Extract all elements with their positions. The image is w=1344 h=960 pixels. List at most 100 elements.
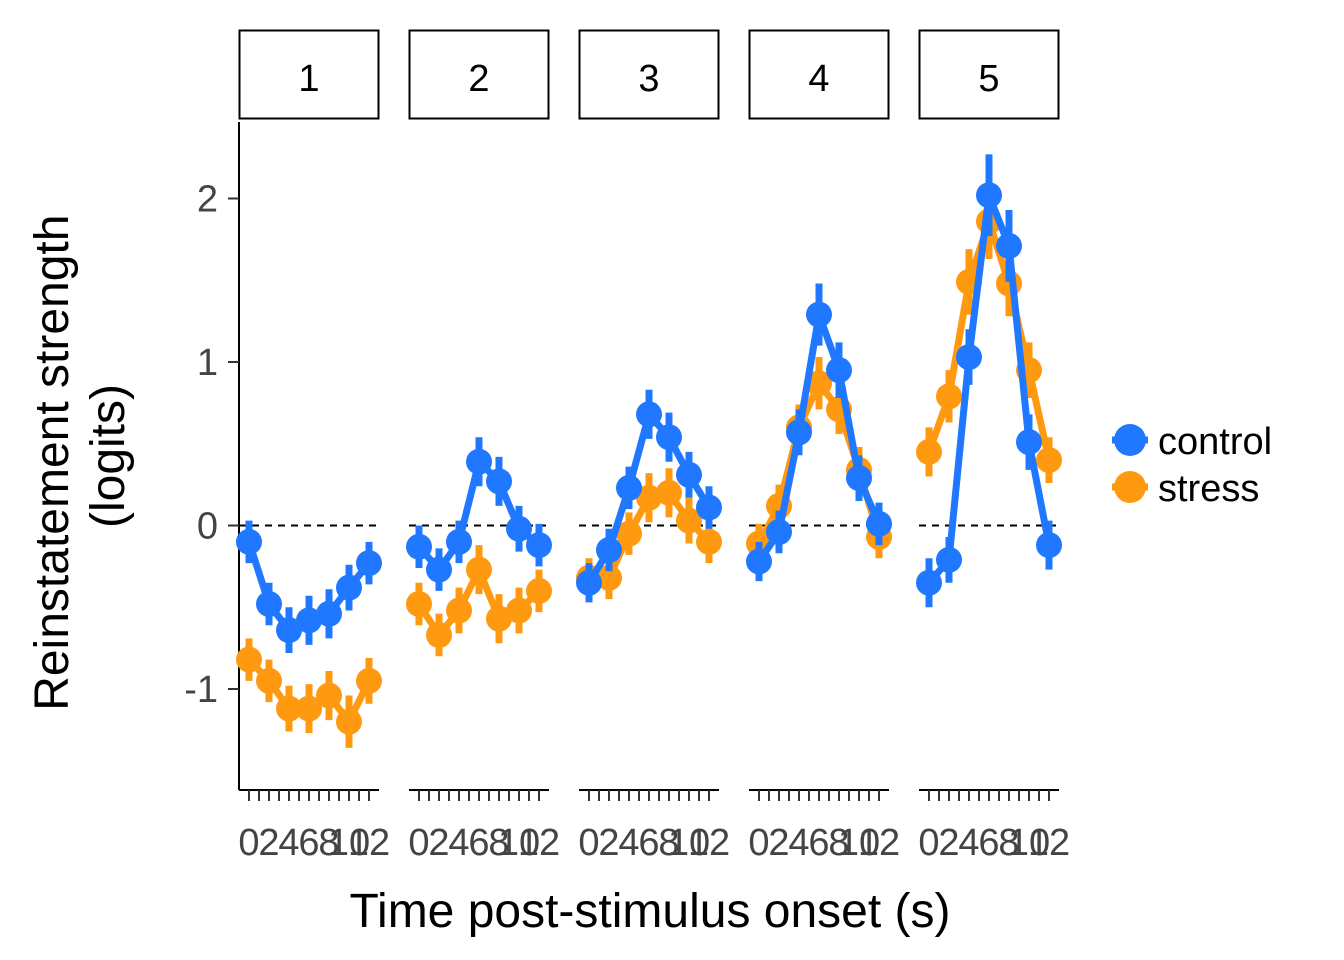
x-tick-label: 2	[768, 822, 789, 864]
x-tick-label: 12	[348, 822, 390, 864]
x-tick-label: 6	[808, 822, 829, 864]
x-tick-label: 6	[468, 822, 489, 864]
data-point-stress	[526, 577, 552, 604]
y-axis-title-line-2: (logits)	[82, 384, 135, 528]
facet-panel-2	[406, 437, 552, 657]
x-tick-label: 6	[638, 822, 659, 864]
facet-strip-label-3: 3	[638, 58, 659, 100]
facet-strip-label-2: 2	[468, 58, 489, 100]
x-tick-label: 12	[1028, 822, 1070, 864]
x-tick-label: 2	[428, 822, 449, 864]
data-point-control	[746, 548, 772, 575]
x-tick-label: 0	[748, 822, 769, 864]
data-point-stress	[806, 370, 832, 397]
data-point-control	[1036, 532, 1062, 559]
facet-strip-label-4: 4	[808, 58, 829, 100]
data-point-stress	[936, 383, 962, 410]
facet-panel-4	[746, 283, 892, 582]
data-point-control	[446, 528, 472, 555]
data-point-stress	[676, 507, 702, 534]
x-tick-label: 4	[278, 822, 299, 864]
data-point-control	[956, 344, 982, 371]
data-point-control	[786, 419, 812, 446]
y-tick-label: 1	[197, 342, 218, 384]
data-point-control	[616, 474, 642, 501]
y-tick-label: 0	[197, 506, 218, 548]
data-point-stress	[636, 484, 662, 511]
facet-panel-5	[916, 154, 1062, 608]
data-point-control	[596, 537, 622, 564]
data-point-stress	[276, 695, 302, 722]
legend-key-dot-control	[1114, 424, 1146, 456]
x-tick-label: 8	[998, 822, 1019, 864]
data-point-control	[486, 468, 512, 495]
data-point-stress	[506, 597, 532, 624]
data-point-control	[276, 617, 302, 644]
x-tick-label: 8	[828, 822, 849, 864]
data-point-control	[826, 357, 852, 384]
x-tick-label: 4	[788, 822, 809, 864]
data-point-stress	[616, 520, 642, 547]
y-tick-label: -1	[184, 669, 218, 711]
x-tick-label: 6	[978, 822, 999, 864]
x-tick-label: 0	[408, 822, 429, 864]
data-point-stress	[356, 667, 382, 694]
facet-panel-3	[576, 389, 722, 603]
data-point-control	[256, 590, 282, 617]
legend-label-stress: stress	[1158, 468, 1259, 510]
data-point-stress	[296, 695, 322, 722]
data-point-control	[636, 401, 662, 428]
data-point-control	[916, 569, 942, 596]
x-axis-title: Time post-stimulus onset (s)	[349, 885, 950, 938]
data-point-control	[356, 550, 382, 577]
data-point-control	[1016, 429, 1042, 456]
facet-strip-5	[918, 29, 1060, 120]
facet-strip-1	[238, 29, 380, 120]
data-point-control	[336, 574, 362, 601]
data-point-stress	[656, 479, 682, 506]
x-tick-label: 4	[958, 822, 979, 864]
x-tick-label: 8	[658, 822, 679, 864]
data-point-control	[506, 515, 532, 542]
x-tick-label: 2	[258, 822, 279, 864]
data-point-control	[866, 510, 892, 537]
x-tick-label: 10	[1008, 822, 1050, 864]
data-point-stress	[426, 622, 452, 649]
y-tick-label: 2	[197, 179, 218, 221]
legend: control stress	[1112, 421, 1272, 510]
data-point-control	[846, 465, 872, 492]
data-point-control	[466, 448, 492, 475]
data-point-stress	[336, 708, 362, 735]
x-tick-label: 6	[298, 822, 319, 864]
x-tick-label: 12	[858, 822, 900, 864]
data-point-control	[296, 607, 322, 634]
data-point-stress	[486, 605, 512, 632]
data-point-control	[656, 424, 682, 451]
data-point-control	[406, 533, 432, 560]
facet-strip-label-5: 5	[978, 58, 999, 100]
data-point-control	[976, 182, 1002, 209]
x-tick-label: 12	[518, 822, 560, 864]
x-tick-label: 4	[448, 822, 469, 864]
x-tick-label: 10	[838, 822, 880, 864]
x-tick-label: 10	[668, 822, 710, 864]
data-point-control	[576, 569, 602, 596]
data-point-control	[766, 519, 792, 546]
x-tick-label: 8	[488, 822, 509, 864]
facet-strip-3	[578, 29, 720, 120]
data-point-control	[996, 232, 1022, 259]
y-axis-title-line-1: Reinstatement strength	[26, 215, 79, 711]
x-tick-label: 10	[328, 822, 370, 864]
data-point-stress	[696, 528, 722, 555]
data-point-stress	[466, 556, 492, 583]
x-tick-label: 0	[918, 822, 939, 864]
data-point-control	[526, 532, 552, 559]
facet-strip-2	[408, 29, 550, 120]
data-point-stress	[596, 564, 622, 591]
facet-strip-label-1: 1	[298, 58, 319, 100]
legend-label-control: control	[1158, 421, 1272, 463]
data-point-stress	[256, 667, 282, 694]
data-point-stress	[1036, 447, 1062, 474]
